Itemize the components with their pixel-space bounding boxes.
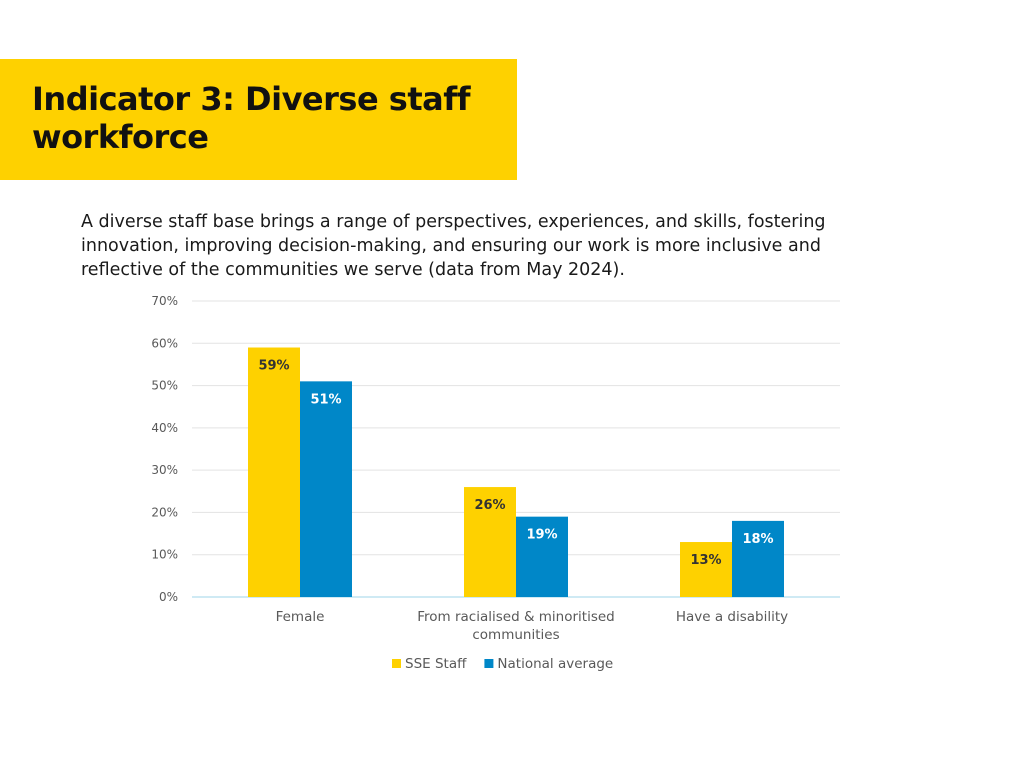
bars <box>248 347 784 597</box>
bar-sse-staff <box>248 347 300 597</box>
data-labels: 59% 51% 26% 19% 13% 18% <box>258 359 773 569</box>
y-tick-label: 70% <box>151 294 178 308</box>
y-axis-ticks: 0% 10% 20% 30% 40% 50% 60% 70% <box>151 294 178 604</box>
category-labels: Female From racialised & minoritised commu… <box>276 609 789 643</box>
bar-national-average <box>300 381 352 597</box>
y-tick-label: 10% <box>151 548 178 562</box>
y-tick-label: 0% <box>159 590 178 604</box>
data-label: 59% <box>258 359 289 374</box>
bar-sse-staff <box>680 542 732 597</box>
data-label: 19% <box>526 528 557 543</box>
chart-container: 0% 10% 20% 30% 40% 50% 60% 70% 59% 51% 26% 19% 13% 1… <box>130 288 860 688</box>
page-title: Indicator 3: Diverse staff workforce <box>32 80 471 156</box>
legend-swatch <box>392 659 401 668</box>
bar-national-average <box>516 516 568 597</box>
bar-sse-staff <box>464 487 516 597</box>
title-banner <box>0 59 517 180</box>
x-category-label: communities <box>472 627 559 643</box>
legend-swatch <box>484 659 494 668</box>
x-category-label: Female <box>276 609 325 625</box>
x-category-label: Have a disability <box>676 609 788 625</box>
legend: SSE Staff National average <box>392 656 613 672</box>
y-tick-label: 50% <box>151 379 178 393</box>
intro-paragraph: A diverse staff base brings a range of p… <box>81 212 826 280</box>
y-tick-label: 60% <box>151 336 178 350</box>
bar-national-average <box>732 520 784 597</box>
data-label: 51% <box>310 392 341 407</box>
x-category-label: From racialised & minoritised <box>417 609 615 625</box>
data-label: 18% <box>742 532 773 547</box>
y-tick-label: 20% <box>151 505 178 519</box>
legend-label: National average <box>497 656 613 672</box>
data-label: 13% <box>690 553 721 568</box>
y-tick-label: 40% <box>151 421 178 435</box>
y-tick-label: 30% <box>151 463 178 477</box>
bar-chart: 0% 10% 20% 30% 40% 50% 60% 70% 59% 51% 26% 19% 13% 1… <box>151 294 840 672</box>
legend-label: SSE Staff <box>405 656 467 672</box>
data-label: 26% <box>474 498 505 513</box>
